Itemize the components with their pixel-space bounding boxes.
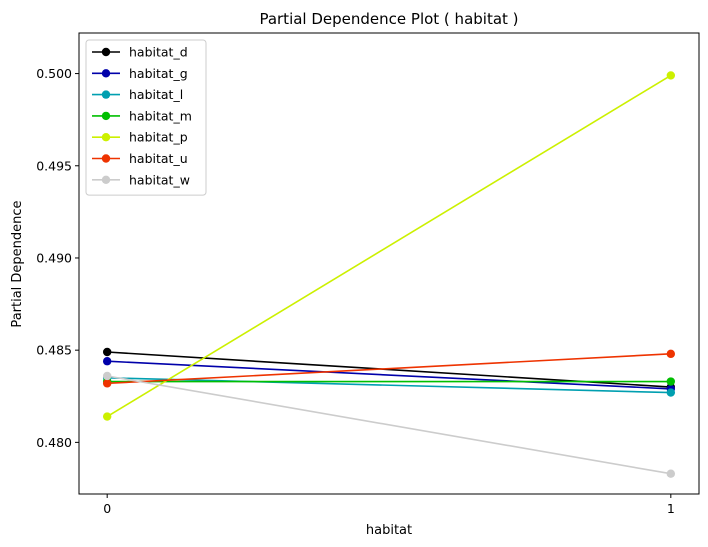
legend-marker (101, 154, 111, 163)
y-tick-label: 0.495 (36, 158, 72, 173)
legend-label: habitat_p (129, 130, 188, 145)
series-habitat_p (102, 71, 676, 421)
y-tick-label: 0.485 (36, 343, 72, 358)
series-habitat_w (102, 371, 676, 478)
legend-marker (101, 90, 111, 99)
series-point (102, 379, 112, 388)
legend-label: habitat_u (129, 151, 188, 166)
series-line (107, 353, 671, 385)
series-point (666, 388, 676, 397)
series-point (666, 71, 676, 80)
x-axis-label: habitat (366, 523, 412, 538)
chart-title: Partial Dependence Plot ( habitat ) (259, 10, 518, 28)
series-layer (102, 71, 676, 478)
series-point (102, 357, 112, 366)
legend-item: habitat_m (92, 108, 192, 123)
legend-item: habitat_p (92, 130, 188, 145)
legend-label: habitat_l (129, 87, 183, 102)
legend-label: habitat_d (129, 45, 188, 60)
legend-label: habitat_m (129, 108, 192, 123)
series-point (666, 377, 676, 386)
series-line (107, 375, 671, 475)
legend-box (85, 39, 207, 196)
series-point (666, 469, 676, 478)
legend-marker (101, 133, 111, 142)
series-line (106, 74, 672, 418)
series-point (666, 349, 676, 359)
legend-item: habitat_l (92, 87, 183, 102)
y-tick-label: 0.480 (36, 435, 72, 450)
series-line (107, 377, 671, 394)
y-tick-label: 0.500 (36, 66, 72, 81)
legend-label: habitat_w (129, 172, 190, 187)
series-point (102, 347, 112, 357)
legend-item: habitat_u (92, 151, 188, 166)
legend-item: habitat_w (92, 172, 190, 187)
y-axis-label: Partial Dependence (10, 200, 25, 327)
y-axis-ticks: 0.480 0.485 0.490 0.495 0.500 (36, 66, 79, 450)
legend-item: habitat_d (92, 45, 188, 60)
legend-marker (101, 111, 111, 121)
legend-label: habitat_g (129, 66, 188, 81)
legend-marker (101, 47, 111, 57)
x-tick-label: 0 (103, 501, 111, 516)
y-tick-label: 0.490 (36, 250, 72, 265)
series-habitat_u (102, 349, 676, 388)
legend-marker (101, 175, 111, 184)
legend-marker (101, 69, 111, 78)
legend-item: habitat_g (92, 66, 188, 81)
x-tick-label: 1 (667, 501, 675, 516)
series-line (107, 360, 671, 390)
legend: habitat_d habitat_g habitat_l habitat_mhabi… (85, 39, 207, 196)
series-point (102, 371, 112, 381)
series-point (102, 412, 112, 421)
